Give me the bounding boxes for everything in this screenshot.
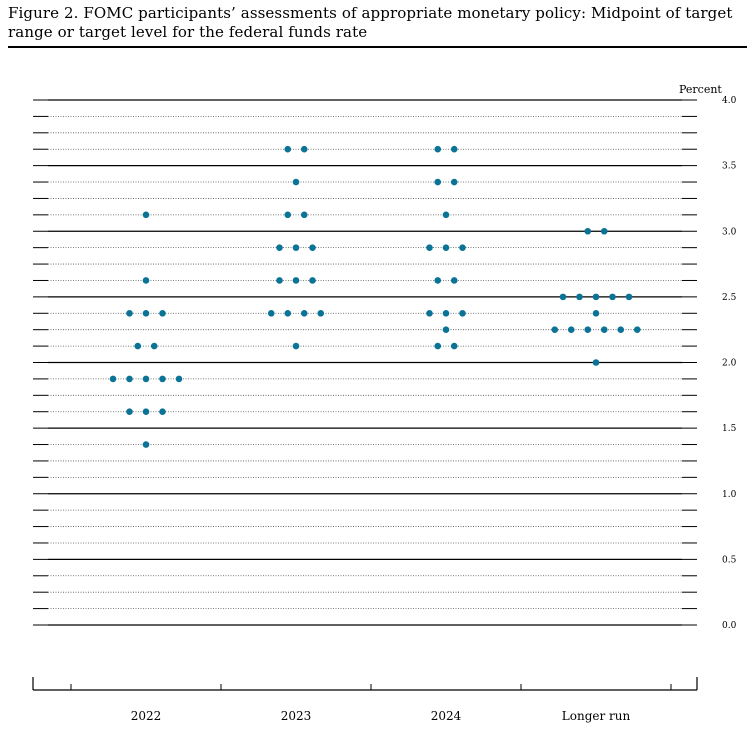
figure-title: Figure 2. FOMC participants’ assessments… bbox=[8, 4, 733, 41]
participant-dot bbox=[600, 326, 608, 333]
participant-dot bbox=[175, 375, 183, 383]
participant-dot bbox=[426, 309, 433, 317]
participant-dot bbox=[450, 342, 458, 350]
participant-dot bbox=[267, 309, 275, 317]
participant-dot bbox=[142, 309, 150, 317]
participant-dot bbox=[576, 293, 583, 301]
x-category-label: 2024 bbox=[431, 709, 462, 723]
participant-dot bbox=[292, 277, 300, 284]
participant-dot bbox=[309, 277, 316, 284]
participant-dot bbox=[300, 145, 308, 153]
participant-dot bbox=[434, 342, 442, 350]
participant-dot bbox=[134, 342, 142, 350]
y-tick-label: 3.5 bbox=[722, 162, 737, 172]
participant-dot bbox=[126, 309, 133, 317]
participant-dot bbox=[592, 309, 600, 317]
participant-dot bbox=[142, 441, 150, 448]
participant-dot bbox=[625, 293, 633, 301]
participant-dot bbox=[434, 178, 442, 186]
participant-dot bbox=[592, 359, 600, 366]
participant-dot bbox=[442, 309, 450, 317]
participant-dot bbox=[284, 309, 292, 317]
participant-dot bbox=[300, 211, 308, 219]
dots bbox=[109, 145, 641, 448]
participant-dot bbox=[633, 326, 641, 333]
participant-dot bbox=[450, 178, 458, 186]
participant-dot bbox=[559, 293, 567, 301]
participant-dot bbox=[434, 145, 442, 153]
participant-dot bbox=[459, 309, 466, 317]
participant-dot bbox=[551, 326, 559, 333]
participant-dot bbox=[276, 277, 283, 284]
x-category-label: Longer run bbox=[562, 709, 631, 723]
participant-dot bbox=[442, 326, 450, 333]
y-tick-label: 1.5 bbox=[722, 424, 737, 434]
participant-dot bbox=[567, 326, 575, 333]
participant-dot bbox=[434, 277, 442, 284]
y-tick-label: 0.5 bbox=[722, 555, 737, 565]
y-tick-label: 2.0 bbox=[722, 359, 737, 369]
participant-dot bbox=[426, 244, 433, 251]
y-tick-label: 0.0 bbox=[722, 621, 737, 631]
y-tick-label: 3.0 bbox=[722, 227, 737, 237]
participant-dot bbox=[142, 277, 150, 284]
y-tick-label: 4.0 bbox=[722, 96, 737, 106]
participant-dot bbox=[450, 145, 458, 153]
participant-dot bbox=[300, 309, 308, 317]
participant-dot bbox=[584, 326, 592, 333]
participant-dot bbox=[442, 211, 450, 219]
participant-dot bbox=[292, 244, 300, 251]
participant-dot bbox=[109, 375, 117, 383]
participant-dot bbox=[292, 178, 300, 186]
title-rule bbox=[8, 46, 747, 48]
participant-dot bbox=[600, 227, 608, 235]
y-unit-label: Percent bbox=[679, 83, 722, 96]
participant-dot bbox=[142, 211, 150, 219]
participant-dot bbox=[450, 277, 458, 284]
participant-dot bbox=[284, 211, 292, 219]
participant-dot bbox=[459, 244, 466, 251]
participant-dot bbox=[284, 145, 292, 153]
participant-dot bbox=[442, 244, 450, 251]
participant-dot bbox=[159, 375, 166, 383]
participant-dot bbox=[309, 244, 316, 251]
x-category-label: 2023 bbox=[281, 709, 312, 723]
participant-dot bbox=[126, 375, 133, 383]
participant-dot bbox=[584, 227, 592, 235]
x-category-label: 2022 bbox=[131, 709, 162, 723]
y-tick-label: 1.0 bbox=[722, 490, 737, 500]
participant-dot bbox=[292, 342, 300, 350]
participant-dot bbox=[592, 293, 600, 301]
participant-dot bbox=[159, 408, 166, 416]
participant-dot bbox=[142, 408, 150, 416]
participant-dot bbox=[609, 293, 616, 301]
participant-dot bbox=[150, 342, 158, 350]
participant-dot bbox=[126, 408, 133, 416]
participant-dot bbox=[159, 309, 166, 317]
participant-dot bbox=[276, 244, 283, 251]
participant-dot bbox=[617, 326, 625, 333]
participant-dot bbox=[317, 309, 325, 317]
participant-dot bbox=[142, 375, 150, 383]
x-axis bbox=[32, 677, 698, 691]
y-tick-label: 2.5 bbox=[722, 293, 737, 303]
gridlines bbox=[33, 99, 697, 626]
